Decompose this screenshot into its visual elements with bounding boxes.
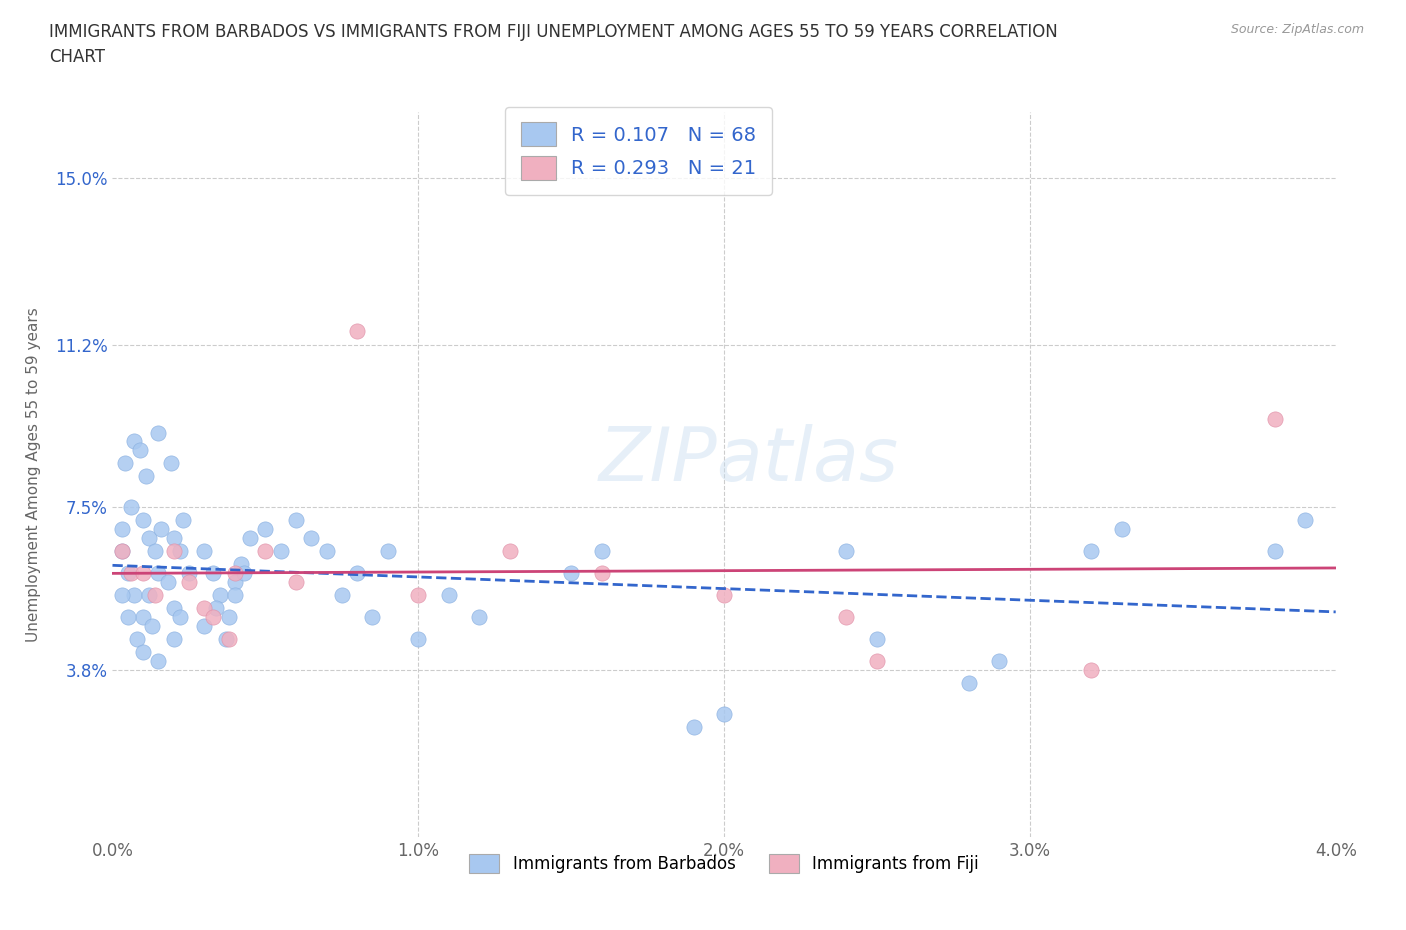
Point: [111, 588, 134, 603]
Point: [148, 425, 170, 440]
Point: [682, 720, 704, 735]
Point: [135, 469, 157, 484]
Point: [988, 654, 1011, 669]
Point: [143, 544, 166, 559]
Point: [214, 631, 236, 646]
Point: [138, 588, 160, 603]
Point: [254, 544, 277, 559]
Point: [713, 707, 735, 722]
Point: [177, 575, 200, 590]
Point: [1080, 544, 1102, 559]
Point: [202, 610, 225, 625]
Point: [330, 588, 353, 603]
Point: [1264, 544, 1286, 559]
Point: [132, 565, 155, 580]
Point: [114, 456, 136, 471]
Point: [205, 601, 228, 616]
Point: [361, 610, 384, 625]
Point: [218, 610, 240, 625]
Point: [169, 610, 191, 625]
Point: [1111, 522, 1133, 537]
Text: ZIPatlas: ZIPatlas: [599, 424, 898, 496]
Point: [229, 557, 252, 572]
Text: Source: ZipAtlas.com: Source: ZipAtlas.com: [1230, 23, 1364, 36]
Point: [299, 531, 322, 546]
Point: [499, 544, 522, 559]
Point: [408, 588, 430, 603]
Point: [437, 588, 460, 603]
Point: [224, 588, 246, 603]
Point: [560, 565, 582, 580]
Point: [224, 575, 246, 590]
Point: [713, 588, 735, 603]
Point: [957, 676, 980, 691]
Point: [1294, 513, 1316, 528]
Point: [284, 513, 308, 528]
Point: [125, 631, 148, 646]
Point: [120, 499, 142, 514]
Point: [193, 601, 215, 616]
Point: [163, 601, 186, 616]
Point: [1080, 662, 1102, 677]
Point: [177, 565, 200, 580]
Point: [408, 631, 430, 646]
Point: [117, 565, 139, 580]
Point: [315, 544, 337, 559]
Point: [346, 324, 368, 339]
Point: [377, 544, 399, 559]
Y-axis label: Unemployment Among Ages 55 to 59 years: Unemployment Among Ages 55 to 59 years: [25, 307, 41, 642]
Point: [193, 544, 215, 559]
Point: [591, 565, 613, 580]
Point: [239, 531, 262, 546]
Point: [122, 434, 145, 449]
Point: [169, 544, 191, 559]
Point: [224, 565, 246, 580]
Point: [129, 443, 152, 458]
Point: [120, 565, 142, 580]
Point: [132, 610, 155, 625]
Point: [208, 588, 231, 603]
Point: [468, 610, 491, 625]
Text: CHART: CHART: [49, 48, 105, 66]
Point: [233, 565, 256, 580]
Point: [284, 575, 308, 590]
Point: [156, 575, 179, 590]
Text: IMMIGRANTS FROM BARBADOS VS IMMIGRANTS FROM FIJI UNEMPLOYMENT AMONG AGES 55 TO 5: IMMIGRANTS FROM BARBADOS VS IMMIGRANTS F…: [49, 23, 1057, 41]
Point: [117, 610, 139, 625]
Point: [866, 654, 889, 669]
Point: [148, 654, 170, 669]
Point: [193, 618, 215, 633]
Point: [866, 631, 889, 646]
Point: [138, 531, 160, 546]
Point: [132, 644, 155, 659]
Point: [163, 631, 186, 646]
Point: [150, 522, 173, 537]
Point: [172, 513, 194, 528]
Point: [202, 565, 225, 580]
Point: [143, 588, 166, 603]
Point: [346, 565, 368, 580]
Point: [163, 544, 186, 559]
Legend: Immigrants from Barbados, Immigrants from Fiji: Immigrants from Barbados, Immigrants fro…: [463, 847, 986, 880]
Point: [141, 618, 163, 633]
Point: [122, 588, 145, 603]
Point: [254, 522, 277, 537]
Point: [148, 565, 170, 580]
Point: [835, 544, 858, 559]
Point: [132, 513, 155, 528]
Point: [111, 544, 134, 559]
Point: [270, 544, 292, 559]
Point: [835, 610, 858, 625]
Point: [111, 522, 134, 537]
Point: [111, 544, 134, 559]
Point: [591, 544, 613, 559]
Point: [163, 531, 186, 546]
Point: [159, 456, 181, 471]
Point: [218, 631, 240, 646]
Point: [1264, 412, 1286, 427]
